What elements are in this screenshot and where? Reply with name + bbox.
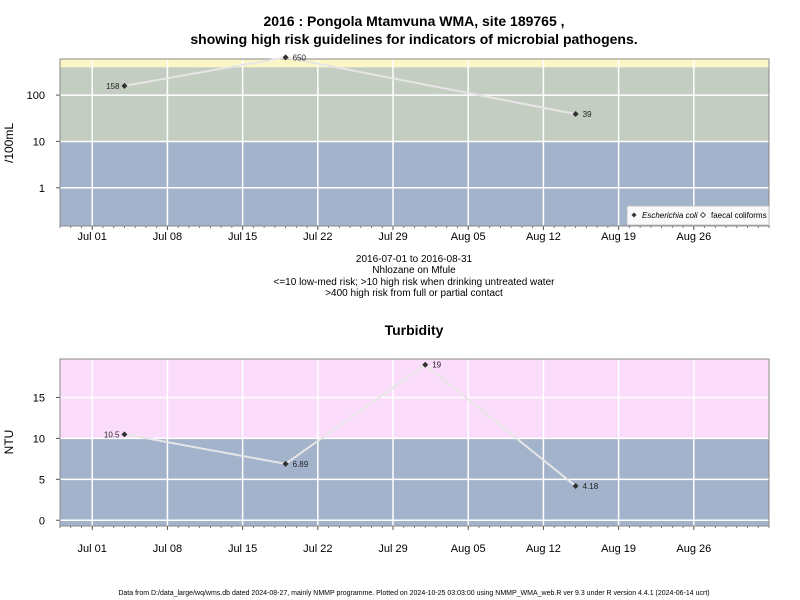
y-tick-label: 15	[33, 392, 45, 404]
data-point-label: 650	[293, 53, 307, 62]
legend-faecal-marker	[699, 211, 707, 219]
x-tick-label: Aug 05	[451, 543, 486, 555]
bottom-y-axis-label: NTU	[2, 430, 16, 455]
data-point-label: 39	[583, 110, 592, 119]
data-source-footer: Data from D:/data_large/wq/wms.db dated …	[118, 590, 709, 597]
legend-ecoli-label: Escherichia coli	[642, 211, 698, 220]
x-tick-label: Jul 08	[153, 231, 182, 243]
legend-faecal-label: faecal coliforms	[711, 211, 767, 220]
site-name-label: Nhlozane on Mfule	[372, 265, 456, 276]
data-point-label: 19	[432, 361, 441, 370]
x-tick-label: Jul 29	[378, 231, 407, 243]
chart-title-line1: 2016 : Pongola Mtamvuna WMA, site 189765…	[263, 13, 564, 29]
x-tick-label: Jul 01	[78, 543, 107, 555]
series-line	[124, 363, 577, 487]
legend-ecoli-marker	[631, 212, 637, 218]
risk-band-1	[60, 359, 769, 439]
chart-title-line2: showing high risk guidelines for indicat…	[190, 31, 637, 47]
x-tick-label: Jul 22	[303, 231, 332, 243]
guideline-note-drinking: <=10 low-med risk; >10 high risk when dr…	[274, 277, 556, 288]
legend: Escherichia coli faecal coliforms	[626, 205, 770, 226]
turbidity-plot-panel: Jul 01 Jul 08 Jul 15 Jul 22 Jul 29 Aug 05 Aug …	[33, 358, 770, 555]
y-tick-label: 0	[39, 515, 45, 527]
risk-band-2	[60, 59, 769, 68]
y-tick-label: 5	[39, 474, 45, 486]
x-tick-label: Aug 19	[601, 543, 636, 555]
x-tick-label: Jul 29	[378, 543, 407, 555]
x-tick-label: Aug 12	[526, 231, 561, 243]
top-y-axis-label: /100mL	[2, 123, 16, 163]
data-point-marker	[121, 431, 128, 438]
data-point-marker	[422, 361, 429, 368]
x-tick-label: Aug 12	[526, 543, 561, 555]
risk-band-0	[60, 438, 769, 526]
data-point-label: 4.18	[583, 482, 599, 491]
turbidity-title: Turbidity	[385, 322, 444, 338]
x-tick-label: Jul 15	[228, 231, 257, 243]
x-tick-label: Aug 05	[451, 231, 486, 243]
guideline-note-contact: >400 high risk from full or partial cont…	[325, 288, 503, 299]
plot-border	[59, 58, 770, 227]
risk-band-1	[60, 67, 769, 142]
y-tick-label: 10	[33, 136, 45, 148]
legend-box	[626, 205, 770, 226]
date-range-label: 2016-07-01 to 2016-08-31	[356, 254, 473, 265]
plot-border	[59, 358, 770, 527]
data-point-label: 6.89	[293, 460, 309, 469]
y-tick-label: 10	[33, 433, 45, 445]
x-tick-label: Jul 15	[228, 543, 257, 555]
x-tick-label: Aug 26	[676, 231, 711, 243]
x-tick-label: Jul 22	[303, 543, 332, 555]
y-tick-label: 1	[39, 183, 45, 195]
data-point-marker	[121, 82, 128, 89]
x-tick-label: Aug 26	[676, 543, 711, 555]
data-point-label: 10.5	[104, 430, 120, 439]
data-point-label: 158	[106, 82, 120, 91]
data-point-marker	[572, 111, 579, 118]
data-point-marker	[282, 54, 289, 61]
data-point-marker	[572, 483, 579, 490]
x-tick-label: Jul 08	[153, 543, 182, 555]
x-tick-label: Aug 19	[601, 231, 636, 243]
ecoli-plot-panel: Jul 01 Jul 08 Jul 15 Jul 22 Jul 29 Aug 05 Aug …	[27, 53, 770, 243]
x-tick-label: Jul 01	[78, 231, 107, 243]
data-point-marker	[282, 460, 289, 467]
y-tick-label: 100	[27, 90, 45, 102]
